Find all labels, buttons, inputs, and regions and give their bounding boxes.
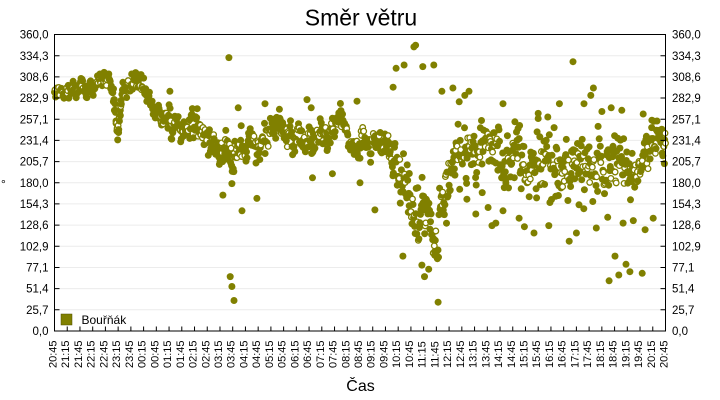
svg-text:23:45: 23:45 [124, 340, 136, 368]
svg-text:20:45: 20:45 [659, 340, 671, 368]
svg-text:51,4: 51,4 [26, 284, 49, 296]
svg-text:17:15: 17:15 [569, 340, 581, 368]
svg-text:06:45: 06:45 [302, 340, 314, 368]
svg-text:257,1: 257,1 [672, 114, 701, 126]
svg-text:0,0: 0,0 [33, 326, 49, 338]
svg-text:13:15: 13:15 [468, 340, 480, 368]
svg-text:08:45: 08:45 [353, 340, 365, 368]
svg-text:03:45: 03:45 [226, 340, 238, 368]
svg-text:25,7: 25,7 [26, 305, 48, 317]
svg-text:15:15: 15:15 [518, 340, 530, 368]
svg-text:02:15: 02:15 [188, 340, 200, 368]
svg-text:01:15: 01:15 [162, 340, 174, 368]
svg-text:°: ° [1, 177, 6, 191]
svg-text:23:15: 23:15 [111, 340, 123, 368]
svg-text:10:15: 10:15 [391, 340, 403, 368]
svg-text:12:15: 12:15 [442, 340, 454, 368]
svg-text:102,9: 102,9 [20, 241, 49, 253]
svg-text:04:15: 04:15 [238, 340, 250, 368]
svg-text:16:15: 16:15 [544, 340, 556, 368]
svg-text:231,4: 231,4 [20, 136, 49, 148]
svg-text:22:45: 22:45 [98, 340, 110, 368]
svg-text:11:15: 11:15 [417, 341, 429, 368]
svg-text:01:45: 01:45 [175, 340, 187, 368]
svg-text:21:45: 21:45 [73, 340, 85, 368]
svg-text:03:15: 03:15 [213, 340, 225, 368]
svg-text:02:45: 02:45 [200, 340, 212, 368]
svg-text:05:15: 05:15 [264, 340, 276, 368]
svg-text:04:45: 04:45 [251, 340, 263, 368]
svg-text:09:15: 09:15 [366, 340, 378, 368]
svg-text:14:45: 14:45 [506, 340, 518, 368]
svg-text:308,6: 308,6 [672, 72, 701, 84]
svg-text:360,0: 360,0 [672, 30, 701, 42]
svg-text:21:15: 21:15 [60, 340, 72, 368]
svg-text:00:45: 00:45 [149, 340, 161, 368]
svg-text:257,1: 257,1 [20, 114, 49, 126]
svg-text:282,9: 282,9 [672, 93, 701, 105]
svg-text:05:45: 05:45 [277, 340, 289, 368]
svg-text:128,6: 128,6 [672, 220, 701, 232]
svg-text:Bouřňák: Bouřňák [82, 313, 128, 327]
svg-text:102,9: 102,9 [672, 241, 701, 253]
svg-text:154,3: 154,3 [672, 199, 701, 211]
svg-text:13:45: 13:45 [480, 340, 492, 368]
svg-text:0,0: 0,0 [672, 326, 688, 338]
svg-text:08:15: 08:15 [340, 340, 352, 368]
svg-text:16:45: 16:45 [557, 340, 569, 368]
svg-text:180,0: 180,0 [672, 178, 701, 190]
svg-text:00:15: 00:15 [137, 340, 149, 368]
svg-text:154,3: 154,3 [20, 199, 49, 211]
svg-text:12:45: 12:45 [455, 340, 467, 368]
svg-text:Čas: Čas [346, 376, 374, 395]
svg-text:18:15: 18:15 [595, 340, 607, 368]
svg-text:20:45: 20:45 [48, 340, 60, 368]
svg-text:128,6: 128,6 [20, 220, 49, 232]
svg-text:51,4: 51,4 [672, 284, 695, 296]
svg-text:18:45: 18:45 [608, 340, 620, 368]
svg-text:15:45: 15:45 [531, 340, 543, 368]
svg-text:205,7: 205,7 [20, 157, 49, 169]
svg-text:231,4: 231,4 [672, 136, 701, 148]
svg-text:14:15: 14:15 [493, 340, 505, 368]
svg-text:308,6: 308,6 [20, 72, 49, 84]
svg-text:20:15: 20:15 [646, 340, 658, 368]
svg-text:22:15: 22:15 [86, 340, 98, 368]
svg-text:77,1: 77,1 [26, 263, 48, 275]
svg-text:09:45: 09:45 [378, 340, 390, 368]
svg-text:25,7: 25,7 [672, 305, 694, 317]
svg-text:205,7: 205,7 [672, 157, 701, 169]
svg-text:06:15: 06:15 [289, 340, 301, 368]
svg-text:19:45: 19:45 [633, 340, 645, 368]
svg-text:07:15: 07:15 [315, 340, 327, 368]
svg-text:334,3: 334,3 [672, 51, 701, 63]
svg-text:19:15: 19:15 [620, 340, 632, 368]
svg-text:180,0: 180,0 [20, 178, 49, 190]
svg-text:334,3: 334,3 [20, 51, 49, 63]
svg-text:17:45: 17:45 [582, 340, 594, 368]
svg-text:282,9: 282,9 [20, 93, 49, 105]
svg-text:Směr větru: Směr větru [305, 5, 417, 31]
svg-text:360,0: 360,0 [20, 30, 49, 42]
svg-text:10:45: 10:45 [404, 340, 416, 368]
svg-text:77,1: 77,1 [672, 263, 694, 275]
svg-text:07:45: 07:45 [328, 340, 340, 368]
svg-text:11:45: 11:45 [429, 341, 441, 368]
